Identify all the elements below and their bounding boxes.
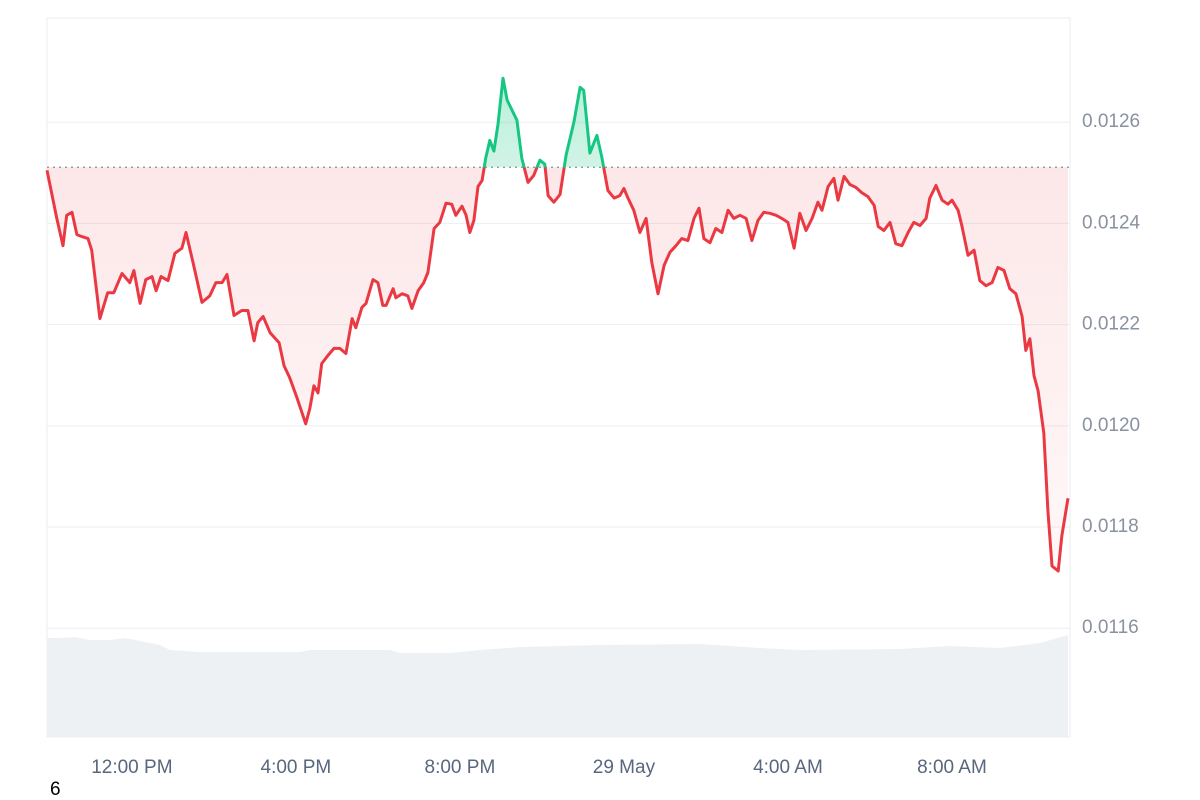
plot — [45, 76, 1070, 573]
y-tick-label: 0.0122 — [1082, 314, 1140, 335]
x-tick-label: 12:00 PM — [91, 757, 172, 778]
price-line — [45, 76, 1070, 573]
x-tick-label: 8:00 PM — [425, 757, 496, 778]
plot-frame — [46, 17, 1071, 738]
y-tick-label: 0.0126 — [1082, 111, 1140, 132]
price-area — [47, 78, 1068, 571]
y-tick-label: 0.0120 — [1082, 415, 1140, 436]
y-tick-label: 0.0116 — [1082, 617, 1139, 638]
y-tick-label: 0.0118 — [1082, 516, 1139, 537]
x-tick-label: 29 May — [593, 757, 656, 778]
volume-area — [47, 635, 1068, 737]
x-tick-label: 4:00 AM — [753, 757, 823, 778]
x-tick-label: 4:00 PM — [261, 757, 332, 778]
y-tick-label: 0.0124 — [1082, 212, 1141, 233]
x-tick-label: 8:00 AM — [917, 757, 987, 778]
footer-text: 6 — [50, 779, 61, 800]
